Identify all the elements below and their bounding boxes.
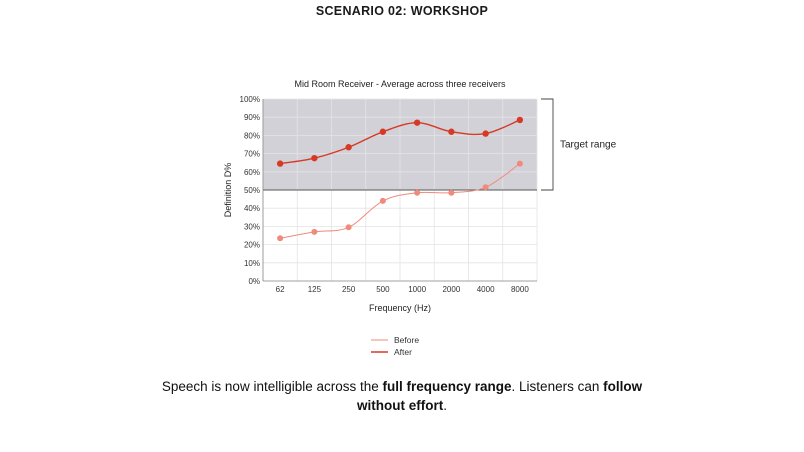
- y-tick-label: 100%: [240, 95, 260, 104]
- y-tick-label: 90%: [244, 113, 260, 122]
- page-title: SCENARIO 02: WORKSHOP: [315, 4, 489, 18]
- target-range-bracket: [541, 98, 554, 191]
- data-point-before: [414, 189, 421, 196]
- x-tick-label: 500: [376, 285, 390, 294]
- x-tick-label: 1000: [408, 285, 426, 294]
- data-point-after: [448, 128, 455, 135]
- x-tick-label: 8000: [511, 285, 529, 294]
- chart-series: [276, 116, 524, 242]
- y-tick-label: 70%: [244, 150, 260, 159]
- data-point-after: [482, 130, 489, 137]
- caption-emphasis-2: follow without effort: [357, 379, 643, 413]
- data-point-after: [311, 154, 318, 162]
- caption-text-1: Speech is now intelligible across the: [161, 379, 383, 394]
- y-tick-label: 20%: [244, 241, 260, 250]
- bracket-line: [541, 98, 554, 191]
- data-point-after: [345, 144, 352, 151]
- caption: Speech is now intelligible across the fu…: [150, 377, 654, 415]
- caption-emphasis-1: full frequency range: [382, 379, 512, 394]
- data-point-before: [311, 228, 318, 235]
- data-point-before: [345, 224, 352, 231]
- x-tick-label: 2000: [442, 285, 460, 294]
- x-tick-label: 62: [276, 285, 285, 294]
- data-point-after: [516, 116, 524, 124]
- y-axis-label: Definition D%: [223, 163, 233, 218]
- y-tick-label: 60%: [244, 168, 260, 177]
- y-tick-label: 30%: [244, 222, 260, 231]
- data-point-before: [379, 197, 386, 204]
- y-tick-label: 50%: [244, 186, 260, 195]
- data-point-after: [413, 119, 421, 126]
- x-tick-label: 4000: [477, 285, 495, 294]
- data-point-after: [276, 160, 284, 167]
- target-range-label: Target range: [560, 140, 617, 151]
- y-tick-label: 0%: [248, 277, 260, 286]
- data-point-after: [379, 128, 387, 135]
- x-tick-label: 250: [342, 285, 356, 294]
- y-tick-label: 80%: [244, 131, 260, 140]
- caption-text-2: . Listeners can: [511, 379, 604, 394]
- data-point-before: [482, 184, 489, 191]
- chart-title: Mid Room Receiver - Average across three…: [295, 79, 506, 89]
- legend-label-after: After: [394, 347, 412, 357]
- x-tick-label: 125: [308, 285, 322, 294]
- y-axis-ticks: 0% 10% 20% 30% 40% 50% 60% 70% 80% 90% 100%: [240, 95, 260, 286]
- x-axis-ticks: 62 125 250 500 1000 2000 4000 8000: [276, 285, 530, 294]
- y-tick-label: 10%: [244, 259, 260, 268]
- data-point-before: [448, 189, 455, 196]
- caption-text-3: .: [443, 398, 447, 413]
- y-tick-label: 40%: [244, 204, 260, 213]
- data-point-before: [516, 160, 523, 167]
- legend-label-before: Before: [394, 335, 419, 345]
- chart-legend: Before After: [371, 335, 419, 357]
- chart-axes: [262, 99, 537, 282]
- data-point-before: [277, 235, 284, 242]
- x-axis-label: Frequency (Hz): [369, 303, 431, 313]
